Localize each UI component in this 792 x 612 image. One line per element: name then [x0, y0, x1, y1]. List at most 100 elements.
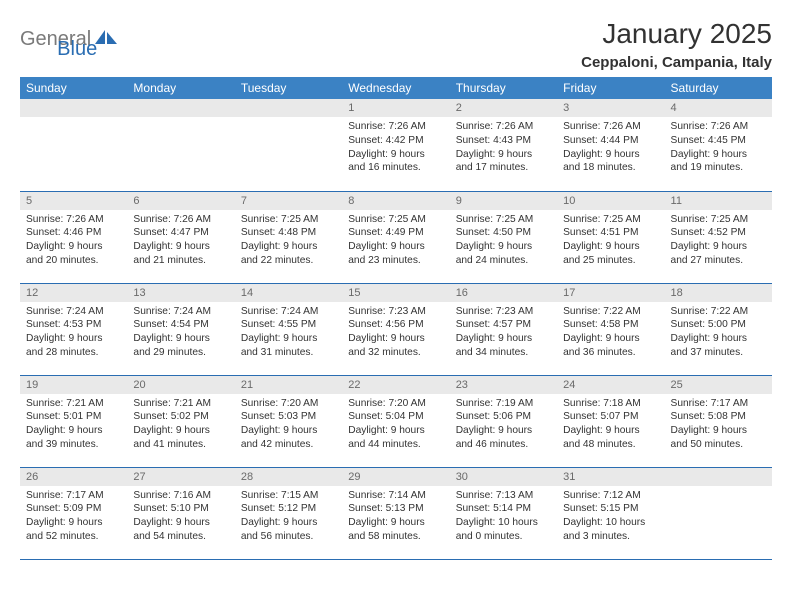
- calendar-day-cell: 19Sunrise: 7:21 AMSunset: 5:01 PMDayligh…: [20, 375, 127, 467]
- day-number: 29: [342, 468, 449, 486]
- calendar-week-row: 26Sunrise: 7:17 AMSunset: 5:09 PMDayligh…: [20, 467, 772, 559]
- day-number: 11: [665, 192, 772, 210]
- day-number: 2: [450, 99, 557, 117]
- calendar-day-cell: 26Sunrise: 7:17 AMSunset: 5:09 PMDayligh…: [20, 467, 127, 559]
- day-number: 24: [557, 376, 664, 394]
- day-number: 26: [20, 468, 127, 486]
- logo-sail-icon: [95, 28, 117, 51]
- day-details: [20, 117, 127, 126]
- calendar-day-cell: 20Sunrise: 7:21 AMSunset: 5:02 PMDayligh…: [127, 375, 234, 467]
- weekday-header: Friday: [557, 77, 664, 99]
- weekday-header: Thursday: [450, 77, 557, 99]
- calendar-day-cell: 5Sunrise: 7:26 AMSunset: 4:46 PMDaylight…: [20, 191, 127, 283]
- calendar-day-cell: 7Sunrise: 7:25 AMSunset: 4:48 PMDaylight…: [235, 191, 342, 283]
- calendar-day-cell: 25Sunrise: 7:17 AMSunset: 5:08 PMDayligh…: [665, 375, 772, 467]
- day-number: 31: [557, 468, 664, 486]
- title-block: January 2025 Ceppaloni, Campania, Italy: [581, 18, 772, 71]
- day-number: 4: [665, 99, 772, 117]
- day-details: Sunrise: 7:25 AMSunset: 4:48 PMDaylight:…: [235, 210, 342, 274]
- calendar-day-cell: 21Sunrise: 7:20 AMSunset: 5:03 PMDayligh…: [235, 375, 342, 467]
- day-details: Sunrise: 7:21 AMSunset: 5:01 PMDaylight:…: [20, 394, 127, 458]
- calendar-day-cell: 13Sunrise: 7:24 AMSunset: 4:54 PMDayligh…: [127, 283, 234, 375]
- day-number: [20, 99, 127, 117]
- day-details: Sunrise: 7:23 AMSunset: 4:57 PMDaylight:…: [450, 302, 557, 366]
- calendar-day-cell: [665, 467, 772, 559]
- calendar-day-cell: 9Sunrise: 7:25 AMSunset: 4:50 PMDaylight…: [450, 191, 557, 283]
- day-details: Sunrise: 7:26 AMSunset: 4:44 PMDaylight:…: [557, 117, 664, 181]
- day-number: 8: [342, 192, 449, 210]
- calendar-day-cell: 22Sunrise: 7:20 AMSunset: 5:04 PMDayligh…: [342, 375, 449, 467]
- day-number: 7: [235, 192, 342, 210]
- day-number: 9: [450, 192, 557, 210]
- calendar-day-cell: 30Sunrise: 7:13 AMSunset: 5:14 PMDayligh…: [450, 467, 557, 559]
- day-details: Sunrise: 7:17 AMSunset: 5:08 PMDaylight:…: [665, 394, 772, 458]
- calendar-day-cell: 14Sunrise: 7:24 AMSunset: 4:55 PMDayligh…: [235, 283, 342, 375]
- calendar-body: 1Sunrise: 7:26 AMSunset: 4:42 PMDaylight…: [20, 99, 772, 559]
- calendar-day-cell: 27Sunrise: 7:16 AMSunset: 5:10 PMDayligh…: [127, 467, 234, 559]
- calendar-day-cell: [127, 99, 234, 191]
- month-title: January 2025: [581, 18, 772, 50]
- day-details: [665, 486, 772, 495]
- calendar-day-cell: 28Sunrise: 7:15 AMSunset: 5:12 PMDayligh…: [235, 467, 342, 559]
- calendar-day-cell: 1Sunrise: 7:26 AMSunset: 4:42 PMDaylight…: [342, 99, 449, 191]
- day-details: Sunrise: 7:20 AMSunset: 5:03 PMDaylight:…: [235, 394, 342, 458]
- day-number: 20: [127, 376, 234, 394]
- day-number: 18: [665, 284, 772, 302]
- day-details: Sunrise: 7:22 AMSunset: 4:58 PMDaylight:…: [557, 302, 664, 366]
- calendar-week-row: 19Sunrise: 7:21 AMSunset: 5:01 PMDayligh…: [20, 375, 772, 467]
- calendar-day-cell: 17Sunrise: 7:22 AMSunset: 4:58 PMDayligh…: [557, 283, 664, 375]
- weekday-header: Sunday: [20, 77, 127, 99]
- day-details: Sunrise: 7:26 AMSunset: 4:47 PMDaylight:…: [127, 210, 234, 274]
- calendar-day-cell: 31Sunrise: 7:12 AMSunset: 5:15 PMDayligh…: [557, 467, 664, 559]
- day-number: 1: [342, 99, 449, 117]
- day-details: Sunrise: 7:25 AMSunset: 4:51 PMDaylight:…: [557, 210, 664, 274]
- day-details: Sunrise: 7:24 AMSunset: 4:55 PMDaylight:…: [235, 302, 342, 366]
- logo-text-blue: Blue: [57, 38, 97, 61]
- day-number: 19: [20, 376, 127, 394]
- day-details: Sunrise: 7:19 AMSunset: 5:06 PMDaylight:…: [450, 394, 557, 458]
- calendar-day-cell: 12Sunrise: 7:24 AMSunset: 4:53 PMDayligh…: [20, 283, 127, 375]
- day-details: Sunrise: 7:17 AMSunset: 5:09 PMDaylight:…: [20, 486, 127, 550]
- day-number: 27: [127, 468, 234, 486]
- day-details: Sunrise: 7:15 AMSunset: 5:12 PMDaylight:…: [235, 486, 342, 550]
- day-number: 14: [235, 284, 342, 302]
- day-number: 10: [557, 192, 664, 210]
- day-details: Sunrise: 7:16 AMSunset: 5:10 PMDaylight:…: [127, 486, 234, 550]
- day-details: Sunrise: 7:20 AMSunset: 5:04 PMDaylight:…: [342, 394, 449, 458]
- day-details: [235, 117, 342, 126]
- header: General Blue January 2025 Ceppaloni, Cam…: [20, 18, 772, 71]
- day-number: 25: [665, 376, 772, 394]
- calendar-day-cell: 23Sunrise: 7:19 AMSunset: 5:06 PMDayligh…: [450, 375, 557, 467]
- day-number: 28: [235, 468, 342, 486]
- day-details: Sunrise: 7:12 AMSunset: 5:15 PMDaylight:…: [557, 486, 664, 550]
- day-number: 6: [127, 192, 234, 210]
- weekday-header: Tuesday: [235, 77, 342, 99]
- day-number: 15: [342, 284, 449, 302]
- day-details: Sunrise: 7:23 AMSunset: 4:56 PMDaylight:…: [342, 302, 449, 366]
- calendar-table: Sunday Monday Tuesday Wednesday Thursday…: [20, 77, 772, 560]
- calendar-day-cell: 15Sunrise: 7:23 AMSunset: 4:56 PMDayligh…: [342, 283, 449, 375]
- day-details: Sunrise: 7:25 AMSunset: 4:50 PMDaylight:…: [450, 210, 557, 274]
- calendar-day-cell: 18Sunrise: 7:22 AMSunset: 5:00 PMDayligh…: [665, 283, 772, 375]
- day-details: Sunrise: 7:26 AMSunset: 4:45 PMDaylight:…: [665, 117, 772, 181]
- day-details: Sunrise: 7:26 AMSunset: 4:43 PMDaylight:…: [450, 117, 557, 181]
- day-details: Sunrise: 7:24 AMSunset: 4:53 PMDaylight:…: [20, 302, 127, 366]
- day-details: Sunrise: 7:22 AMSunset: 5:00 PMDaylight:…: [665, 302, 772, 366]
- day-details: Sunrise: 7:21 AMSunset: 5:02 PMDaylight:…: [127, 394, 234, 458]
- location: Ceppaloni, Campania, Italy: [581, 54, 772, 71]
- day-details: Sunrise: 7:14 AMSunset: 5:13 PMDaylight:…: [342, 486, 449, 550]
- day-number: 12: [20, 284, 127, 302]
- calendar-day-cell: 8Sunrise: 7:25 AMSunset: 4:49 PMDaylight…: [342, 191, 449, 283]
- calendar-day-cell: 16Sunrise: 7:23 AMSunset: 4:57 PMDayligh…: [450, 283, 557, 375]
- day-number: 16: [450, 284, 557, 302]
- calendar-day-cell: 29Sunrise: 7:14 AMSunset: 5:13 PMDayligh…: [342, 467, 449, 559]
- day-details: [127, 117, 234, 126]
- day-details: Sunrise: 7:25 AMSunset: 4:49 PMDaylight:…: [342, 210, 449, 274]
- logo: General Blue: [20, 18, 97, 61]
- weekday-header: Monday: [127, 77, 234, 99]
- day-details: Sunrise: 7:26 AMSunset: 4:42 PMDaylight:…: [342, 117, 449, 181]
- day-number: 22: [342, 376, 449, 394]
- day-number: [235, 99, 342, 117]
- weekday-header: Wednesday: [342, 77, 449, 99]
- day-details: Sunrise: 7:26 AMSunset: 4:46 PMDaylight:…: [20, 210, 127, 274]
